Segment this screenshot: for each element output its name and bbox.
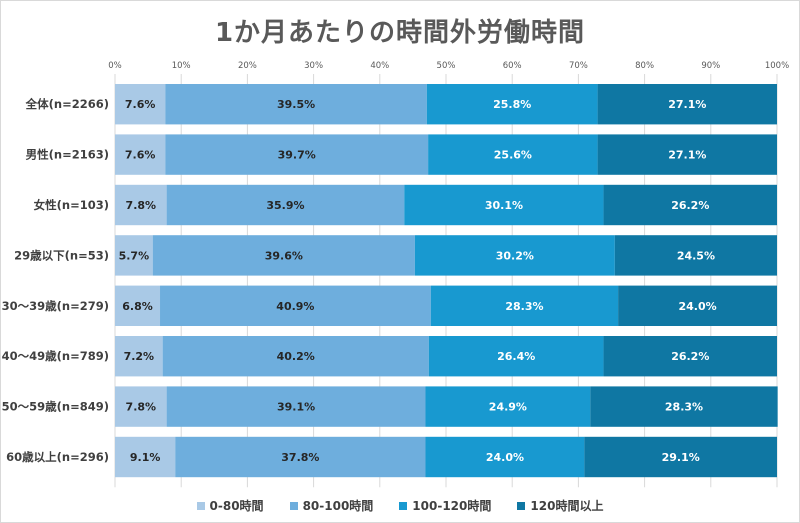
data-label: 7.2% (124, 350, 155, 363)
data-label: 30.2% (496, 249, 534, 262)
bar-segment (614, 235, 777, 276)
legend-label: 0-80時間 (209, 499, 264, 513)
data-label: 37.8% (281, 451, 319, 464)
bar-segment (165, 134, 429, 175)
bar-segment (115, 134, 166, 175)
bar-segment (597, 134, 777, 175)
data-label: 26.4% (497, 350, 535, 363)
bar-segment (404, 184, 604, 226)
data-label: 27.1% (668, 149, 706, 162)
legend-label: 100-120時間 (412, 499, 492, 513)
data-label: 7.6% (125, 98, 156, 111)
bar-segment (584, 436, 777, 478)
bar-segment (115, 285, 161, 326)
category-label: 60歳以上(n=296) (6, 450, 109, 464)
data-label: 39.7% (278, 149, 316, 162)
data-label: 35.9% (266, 199, 304, 212)
bar-segment (603, 336, 777, 377)
data-label: 30.1% (485, 199, 523, 212)
legend-swatch (289, 501, 298, 510)
legend-item: 120時間以上 (517, 497, 603, 514)
data-label: 29.1% (662, 451, 700, 464)
x-tick-label: 20% (238, 61, 257, 71)
bar-segment (115, 336, 163, 377)
data-label: 25.6% (494, 149, 532, 162)
x-tick-label: 100% (765, 61, 789, 71)
x-tick-label: 10% (172, 61, 191, 71)
data-label: 39.1% (277, 401, 315, 414)
bar-segment (166, 184, 405, 226)
bar-segment (160, 285, 431, 326)
bar-segment (618, 285, 777, 326)
legend-swatch (196, 501, 205, 510)
legend-item: 100-120時間 (399, 497, 491, 514)
bar-segment (115, 184, 167, 226)
bar-segment (175, 436, 426, 478)
data-label: 7.6% (125, 149, 156, 162)
legend-item: 0-80時間 (196, 497, 264, 514)
x-tick-label: 80% (635, 61, 654, 71)
bar-segment (425, 436, 585, 478)
data-label: 28.3% (665, 401, 703, 414)
bar-segment (162, 336, 429, 377)
category-label: 男性(n=2163) (26, 148, 109, 162)
data-label: 27.1% (668, 98, 706, 111)
bar-segment (115, 84, 166, 125)
data-label: 40.2% (277, 350, 315, 363)
data-label: 6.8% (122, 300, 153, 313)
x-tick-label: 30% (304, 61, 323, 71)
bar-segment (115, 386, 167, 427)
data-label: 24.5% (677, 249, 715, 262)
data-label: 39.6% (265, 249, 303, 262)
chart-plot: 0% 10% 20% 30% 40% 50% 60% 70% 80% 90% 100% 全体(n=22… (2, 61, 789, 488)
data-label: 24.9% (489, 401, 527, 414)
category-label: 全体(n=2266) (25, 97, 109, 111)
category-label: 女性(n=103) (34, 198, 109, 212)
bar-segment (152, 235, 415, 276)
data-label: 7.8% (126, 199, 157, 212)
data-label: 5.7% (119, 249, 150, 262)
x-tick-label: 50% (437, 61, 456, 71)
chart-title: 1か月あたりの時間外労働時間 (214, 18, 586, 48)
legend: 0-80時間 80-100時間 100-120時間 120時間以上 (0, 497, 800, 514)
bar-segment (425, 386, 591, 427)
bar-segment (603, 184, 777, 226)
bar-segment (115, 436, 176, 478)
category-label: 30～39歳(n=279) (2, 299, 109, 313)
legend-label: 80-100時間 (302, 499, 374, 513)
bar-segment (166, 386, 426, 427)
data-label: 9.1% (130, 451, 161, 464)
legend-item: 80-100時間 (289, 497, 374, 514)
bar-segment (165, 84, 427, 125)
data-label: 24.0% (678, 300, 716, 313)
data-label: 24.0% (486, 451, 524, 464)
x-tick-label: 90% (701, 61, 720, 71)
category-label: 40～49歳(n=789) (2, 349, 109, 363)
x-tick-label: 40% (370, 61, 389, 71)
bar-segment (597, 84, 777, 125)
data-label: 39.5% (277, 98, 315, 111)
bar-segment (428, 336, 604, 377)
legend-swatch (517, 501, 526, 510)
bar-segment (430, 285, 619, 326)
bar-segment (428, 134, 598, 175)
x-tick-label: 70% (569, 61, 588, 71)
data-label: 26.2% (671, 199, 709, 212)
bar-segment (590, 386, 778, 427)
data-label: 40.9% (276, 300, 314, 313)
x-tick-label: 0% (108, 61, 122, 71)
category-label: 29歳以下(n=53) (14, 248, 109, 262)
data-label: 26.2% (671, 350, 709, 363)
x-tick-label: 60% (503, 61, 522, 71)
bar-segment (414, 235, 615, 276)
bar-segment (426, 84, 598, 125)
legend-swatch (399, 501, 408, 510)
data-label: 28.3% (505, 300, 543, 313)
data-label: 25.8% (493, 98, 531, 111)
legend-label: 120時間以上 (530, 499, 604, 513)
data-label: 7.8% (126, 401, 157, 414)
category-label: 50～59歳(n=849) (2, 400, 109, 414)
bar-segment (115, 235, 153, 276)
